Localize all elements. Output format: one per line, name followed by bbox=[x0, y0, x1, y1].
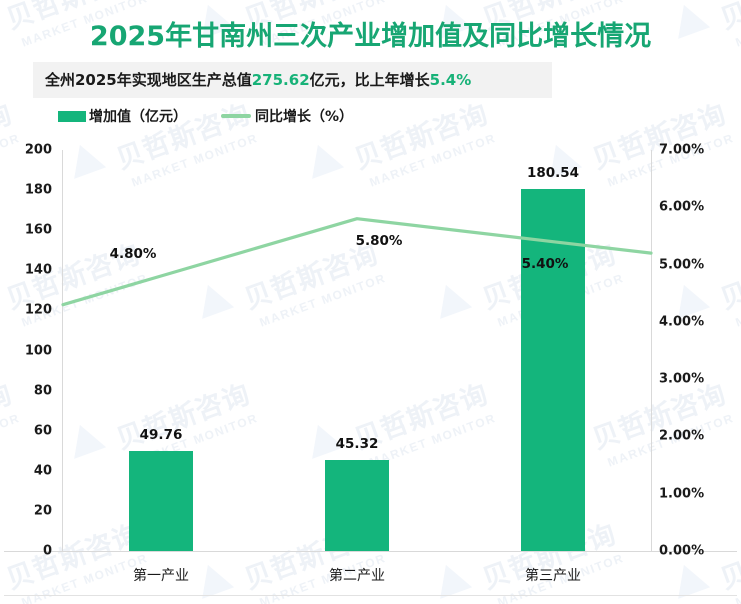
watermark-cn-text: 贝哲斯咨询 bbox=[716, 238, 741, 316]
y-axis-right-tick: 4.00% bbox=[659, 314, 705, 330]
legend-label-line: 同比增长（%） bbox=[255, 109, 354, 125]
bar-value-label: 49.76 bbox=[139, 427, 183, 444]
y-axis-left-tick: 80 bbox=[33, 383, 52, 399]
bar[interactable] bbox=[521, 189, 585, 551]
watermark-cn-text: 贝哲斯咨询 bbox=[0, 98, 17, 176]
y-axis-right-tick: 1.00% bbox=[659, 486, 705, 502]
chart-legend: 增加值（亿元） 同比增长（%） bbox=[58, 106, 387, 126]
watermark-logo-icon bbox=[63, 419, 107, 459]
watermark-en-text: MARKET MONITOR bbox=[129, 130, 260, 190]
bar-value-label: 180.54 bbox=[526, 165, 580, 182]
footer-rule bbox=[4, 595, 737, 596]
y-axis-left-line bbox=[62, 150, 63, 552]
watermark-en-text: MARKET MONITOR bbox=[0, 410, 22, 470]
line-point-value-label: 5.40% bbox=[521, 255, 569, 272]
watermark-logo-icon bbox=[429, 279, 473, 319]
x-axis-category-label: 第一产业 bbox=[133, 568, 189, 584]
line-point-value-label: 4.80% bbox=[109, 246, 157, 263]
line-point-value-label: 5.80% bbox=[355, 232, 403, 249]
legend-item-bar[interactable]: 增加值（亿元） bbox=[58, 106, 187, 126]
watermark-en-text: MARKET MONITOR bbox=[0, 130, 22, 190]
y-axis-left-tick: 160 bbox=[24, 222, 52, 238]
bar[interactable] bbox=[325, 460, 389, 551]
watermark-logo-icon bbox=[63, 139, 107, 179]
bar-value-label: 45.32 bbox=[335, 436, 379, 453]
watermark-en-text: MARKET MONITOR bbox=[257, 270, 388, 330]
watermark-logo-icon bbox=[191, 279, 235, 319]
watermark-en-text: MARKET MONITOR bbox=[19, 270, 150, 330]
y-axis-right-tick: 7.00% bbox=[659, 142, 705, 158]
watermark-logo-icon bbox=[667, 559, 711, 599]
y-axis-left-tick: 20 bbox=[33, 503, 52, 519]
subtitle-text: 全州2025年实现地区生产总值275.62亿元，比上年增长5.4% bbox=[45, 62, 471, 98]
y-axis-left-tick: 60 bbox=[33, 423, 52, 439]
legend-bar-swatch-icon bbox=[58, 110, 86, 122]
page-title: 2025年甘南州三次产业增加值及同比增长情况 bbox=[89, 21, 652, 52]
legend-item-line[interactable]: 同比增长（%） bbox=[221, 106, 353, 126]
y-axis-left-tick: 0 bbox=[42, 543, 52, 559]
y-axis-left-tick: 40 bbox=[33, 463, 52, 479]
watermark-cn-text: 贝哲斯咨询 bbox=[112, 98, 255, 176]
subtitle-gdp-value: 275.62 bbox=[251, 71, 310, 89]
watermark-cn-text: 贝哲斯咨询 bbox=[112, 378, 255, 456]
y-axis-right-tick: 0.00% bbox=[659, 543, 705, 559]
watermark-cn-text: 贝哲斯咨询 bbox=[588, 98, 731, 176]
legend-label-bar: 增加值（亿元） bbox=[89, 109, 187, 125]
watermark-logo-icon bbox=[301, 139, 345, 179]
subtitle-growth-value: 5.4% bbox=[429, 71, 472, 89]
y-axis-left-tick: 140 bbox=[24, 262, 52, 278]
legend-line-swatch-icon bbox=[221, 114, 251, 118]
bar[interactable] bbox=[129, 451, 193, 551]
subtitle-part-2: 亿元，比上年增长 bbox=[309, 71, 430, 89]
y-axis-right-tick: 2.00% bbox=[659, 428, 705, 444]
subtitle-band bbox=[33, 62, 552, 98]
x-axis-category-label: 第三产业 bbox=[525, 568, 581, 584]
y-axis-left-tick: 100 bbox=[24, 343, 52, 358]
subtitle-part-1: 全州2025年实现地区生产总值 bbox=[45, 71, 252, 89]
watermark-logo-icon bbox=[667, 279, 711, 319]
watermark-cn-text: 贝哲斯咨询 bbox=[350, 98, 493, 176]
y-axis-left-tick: 200 bbox=[24, 142, 52, 158]
y-axis-left-tick: 180 bbox=[24, 182, 52, 198]
x-axis-line bbox=[4, 551, 737, 552]
y-axis-right-tick: 3.00% bbox=[659, 371, 705, 387]
watermark-en-text: MARKET MONITOR bbox=[733, 271, 741, 330]
watermark-en-text: MARKET MONITOR bbox=[605, 130, 736, 190]
y-axis-right-line bbox=[651, 150, 652, 552]
y-axis-right-tick: 6.00% bbox=[659, 199, 705, 215]
y-axis-left-tick: 120 bbox=[24, 302, 52, 318]
watermark-en-text: MARKET MONITOR bbox=[367, 130, 498, 190]
x-axis-category-label: 第二产业 bbox=[329, 568, 385, 584]
y-axis-right-tick: 5.00% bbox=[659, 257, 705, 273]
